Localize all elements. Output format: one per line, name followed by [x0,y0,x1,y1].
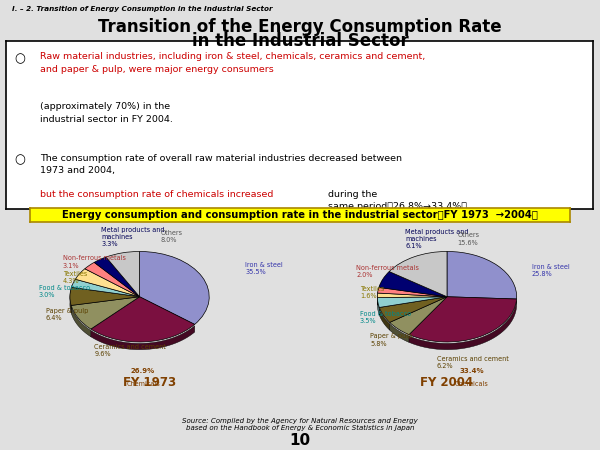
Text: during the
same period（26.8%→33.4%）.: during the same period（26.8%→33.4%）. [328,190,470,212]
Text: 10: 10 [289,433,311,448]
Text: Others
15.6%: Others 15.6% [457,232,479,246]
Wedge shape [140,252,209,324]
Wedge shape [85,262,140,297]
Text: Textiles
1.6%: Textiles 1.6% [360,286,384,299]
Text: Non-ferrous metals
2.0%: Non-ferrous metals 2.0% [356,265,419,278]
Wedge shape [71,297,140,329]
Polygon shape [389,324,409,342]
Text: Raw material industries, including iron & steel, chemicals, ceramics and cement,: Raw material industries, including iron … [40,52,425,74]
Wedge shape [377,293,447,297]
Wedge shape [389,297,447,335]
Polygon shape [71,281,76,295]
Text: Food & tobacco
3.0%: Food & tobacco 3.0% [38,284,89,298]
Wedge shape [106,252,140,297]
Text: 26.9%: 26.9% [131,368,155,374]
Text: Chemicals: Chemicals [126,381,160,387]
Wedge shape [379,297,447,322]
Text: The consumption rate of overall raw material industries decreased between
1973 a: The consumption rate of overall raw mate… [40,153,402,175]
Polygon shape [377,289,379,301]
Wedge shape [71,279,140,297]
Polygon shape [76,270,85,287]
Polygon shape [389,253,447,279]
Polygon shape [70,289,71,313]
Text: Paper & pulp
5.8%: Paper & pulp 5.8% [370,333,413,346]
Wedge shape [377,288,447,297]
Text: Food & tobacco
3.5%: Food & tobacco 3.5% [360,311,411,324]
Wedge shape [94,257,140,297]
Text: Others
8.0%: Others 8.0% [160,230,182,243]
Text: I. – 2. Transition of Energy Consumption in the Industrial Sector: I. – 2. Transition of Energy Consumption… [12,6,272,12]
Text: 33.4%: 33.4% [459,368,484,374]
Polygon shape [409,301,517,350]
Text: Ceramics and cement
6.2%: Ceramics and cement 6.2% [437,356,508,369]
Text: (approximately 70%) in the
industrial sector in FY 2004.: (approximately 70%) in the industrial se… [40,102,173,124]
Wedge shape [389,252,447,297]
Text: FY 2004: FY 2004 [421,376,473,389]
Text: Metal products and
machines
3.3%: Metal products and machines 3.3% [101,227,165,247]
Wedge shape [70,288,140,306]
Text: Source: Compiled by the Agency for Natural Resources and Energy
based on the Han: Source: Compiled by the Agency for Natur… [182,418,418,431]
Text: Paper & pulp
6.4%: Paper & pulp 6.4% [46,307,88,321]
Text: Non-ferrous metals
3.1%: Non-ferrous metals 3.1% [63,255,126,269]
Text: Transition of the Energy Consumption Rate: Transition of the Energy Consumption Rat… [98,18,502,36]
Polygon shape [85,264,94,276]
Polygon shape [377,299,379,315]
Text: FY 1973: FY 1973 [124,376,176,389]
Text: ○: ○ [15,153,26,166]
Wedge shape [91,297,194,342]
Wedge shape [379,271,447,297]
Wedge shape [377,297,447,307]
Polygon shape [91,326,194,350]
Wedge shape [409,297,517,342]
Text: Metal products and
machines
6.1%: Metal products and machines 6.1% [405,229,469,249]
Polygon shape [71,307,91,337]
Text: Textiles
4.3%: Textiles 4.3% [63,270,87,284]
Text: Ceramics and cement
9.6%: Ceramics and cement 9.6% [94,344,166,357]
Polygon shape [379,309,389,330]
Text: Chemicals: Chemicals [455,381,488,387]
Text: but the consumption rate of chemicals increased: but the consumption rate of chemicals in… [40,190,277,199]
Polygon shape [106,253,140,265]
Polygon shape [379,273,389,295]
Text: in the Industrial Sector: in the Industrial Sector [191,32,409,50]
Wedge shape [447,252,517,299]
Text: Iron & steel
35.5%: Iron & steel 35.5% [245,262,283,275]
Text: Iron & steel
25.8%: Iron & steel 25.8% [532,264,570,277]
Text: ○: ○ [15,52,26,65]
Wedge shape [76,269,140,297]
Text: Energy consumption and consumption rate in the industrial sector（FY 1973  →2004）: Energy consumption and consumption rate … [62,210,538,220]
Polygon shape [94,258,106,270]
